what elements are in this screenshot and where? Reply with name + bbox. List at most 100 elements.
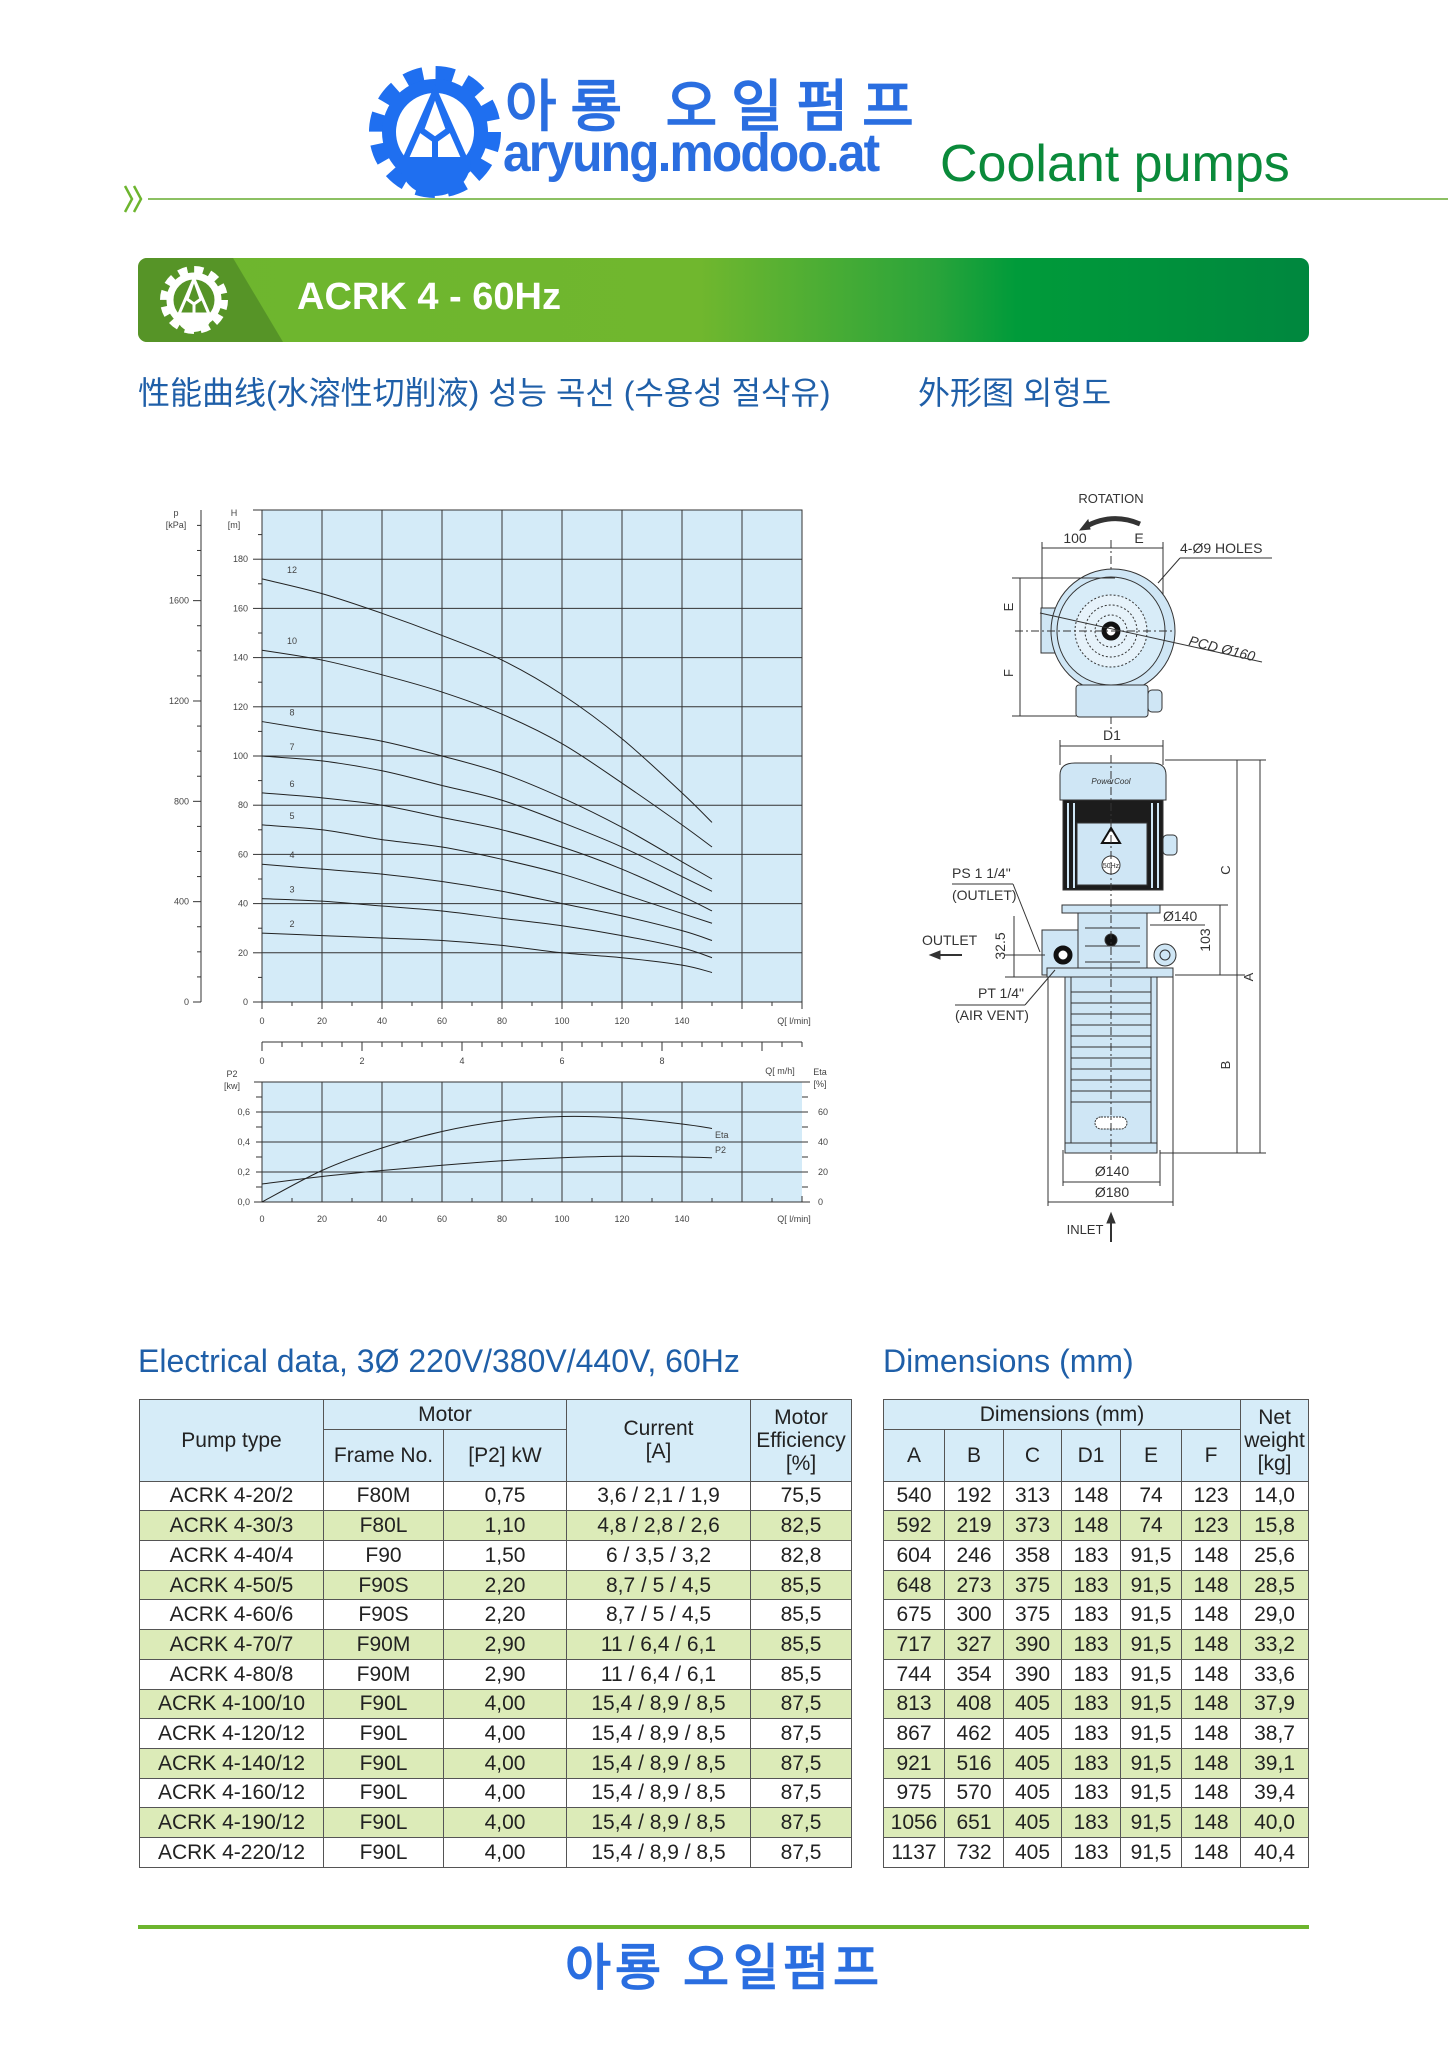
label-ps-outlet: PS 1 1/4" [952, 865, 1011, 881]
curve-label-12: 12 [287, 565, 297, 575]
table-cell: 358 [1003, 1540, 1062, 1571]
table-row: 867 462 405 183 91,5 148 38,7 [883, 1718, 1310, 1749]
table-cell: 273 [944, 1569, 1004, 1601]
eta-tick-label: 20 [818, 1167, 828, 1177]
table-cell: 183 [1061, 1688, 1121, 1720]
table-cell: 148 [1061, 1480, 1121, 1512]
table-cell: ACRK 4-120/12 [139, 1718, 324, 1749]
table-cell: 87,5 [750, 1777, 852, 1809]
table-cell: 4,00 [443, 1777, 567, 1809]
curve-eta [261, 1115, 713, 1203]
header-eff-2: Efficiency [756, 1428, 846, 1452]
header-dim-e: E [1120, 1428, 1182, 1482]
table-cell: 2,20 [443, 1569, 567, 1601]
gear-logo-icon [160, 266, 228, 334]
eta-axis-label: Eta [813, 1067, 827, 1077]
table-cell: 39,4 [1240, 1777, 1310, 1809]
table-cell: 375 [1003, 1569, 1062, 1601]
table-cell: 183 [1061, 1658, 1121, 1690]
section-title-outline: 外形图 외형도 [918, 375, 1112, 411]
table-row: 648 273 375 183 91,5 148 28,5 [883, 1569, 1310, 1601]
q-tick-label: 80 [497, 1214, 507, 1224]
table-cell: 148 [1180, 1658, 1242, 1690]
table-cell: F90L [323, 1747, 444, 1779]
table-cell: 732 [944, 1836, 1004, 1868]
table-cell: 4,00 [443, 1688, 567, 1720]
table-cell: 87,5 [750, 1836, 852, 1868]
table-row: 975 570 405 183 91,5 148 39,4 [883, 1777, 1310, 1809]
pump-curve-10 [261, 649, 713, 848]
table-cell: 74 [1120, 1480, 1182, 1512]
header-divider [148, 198, 1448, 200]
label-100: 100 [1063, 530, 1087, 546]
table-cell: 15,4 / 8,9 / 8,5 [566, 1747, 751, 1779]
section-title-curves: 性能曲线(水溶性切削液) 성능 곡선 (수용성 절삭유) [138, 375, 831, 411]
table-cell: 516 [944, 1747, 1004, 1779]
table-cell: 11 / 6,4 / 6,1 [566, 1629, 751, 1660]
label-e-side: E [1001, 602, 1016, 611]
table-cell: 91,5 [1120, 1807, 1182, 1838]
header-eff-1: Motor [774, 1405, 828, 1429]
table-cell: ACRK 4-70/7 [139, 1629, 324, 1660]
table-cell: 87,5 [750, 1718, 852, 1749]
q-tick-label: 20 [317, 1016, 327, 1026]
m3h-axis-label: Q[ m/h] [765, 1066, 795, 1076]
table-cell: F90S [323, 1599, 444, 1631]
label-b: B [1218, 1061, 1233, 1070]
brand-subtitle: Coolant pumps [940, 135, 1290, 193]
q-tick-label: 0 [259, 1016, 264, 1026]
table-cell: F90L [323, 1718, 444, 1749]
product-banner: ACRK 4 - 60Hz [138, 258, 1309, 342]
table-cell: 1,10 [443, 1510, 567, 1542]
q-tick-label: 40 [377, 1214, 387, 1224]
curve-p2 [261, 1155, 713, 1185]
header-motor: Motor [323, 1399, 567, 1430]
curve-label-eta: Eta [715, 1130, 729, 1140]
curve-label-5: 5 [289, 811, 294, 821]
brand-url: aryung.modoo.at [503, 123, 880, 183]
table-row: 540 192 313 148 74 123 14,0 [883, 1480, 1310, 1512]
table-row: 813 408 405 183 91,5 148 37,9 [883, 1688, 1310, 1720]
table-row: ACRK 4-40/4 F90 1,50 6 / 3,5 / 3,2 82,8 [139, 1540, 852, 1571]
table-cell: 148 [1180, 1777, 1242, 1809]
p2-tick-label: 0,4 [237, 1137, 250, 1147]
table-cell: 246 [944, 1540, 1004, 1571]
table-row: ACRK 4-50/5 F90S 2,20 8,7 / 5 / 4,5 85,5 [139, 1569, 852, 1601]
table-cell: 33,6 [1240, 1658, 1310, 1690]
table-cell: 4,00 [443, 1807, 567, 1838]
table-cell: 405 [1003, 1777, 1062, 1809]
table-cell: 3,6 / 2,1 / 1,9 [566, 1480, 751, 1512]
q-tick-label: 60 [437, 1016, 447, 1026]
double-chevron-icon [123, 185, 143, 213]
table-cell: 462 [944, 1718, 1004, 1749]
table-cell: 183 [1061, 1747, 1121, 1779]
p2-axis-label: P2 [226, 1069, 237, 1079]
table-cell: 604 [883, 1540, 945, 1571]
table-cell: 4,00 [443, 1836, 567, 1868]
p2-tick-label: 0,6 [237, 1107, 250, 1117]
label-dia140-top: Ø140 [1163, 908, 1197, 924]
table-cell: 183 [1061, 1569, 1121, 1601]
table-cell: 975 [883, 1777, 945, 1809]
table-cell: 183 [1061, 1629, 1121, 1660]
q-tick-label: 100 [554, 1016, 569, 1026]
freq-badge: 50Hz [1103, 863, 1120, 870]
curve-label-6: 6 [289, 779, 294, 789]
table-cell: 28,5 [1240, 1569, 1310, 1601]
table-cell: 91,5 [1120, 1629, 1182, 1660]
q-tick-label: 140 [674, 1214, 689, 1224]
table-cell: 373 [1003, 1510, 1062, 1542]
curve-label-10: 10 [287, 636, 297, 646]
header-current: Current [A] [566, 1399, 751, 1482]
table-cell: ACRK 4-40/4 [139, 1540, 324, 1571]
table-cell: 148 [1061, 1510, 1121, 1542]
table-cell: 0,75 [443, 1480, 567, 1512]
table-cell: 75,5 [750, 1480, 852, 1512]
table-cell: 91,5 [1120, 1777, 1182, 1809]
header-w-3: [kg] [1257, 1451, 1292, 1475]
table-cell: 2,90 [443, 1629, 567, 1660]
h-tick-label: 0 [243, 997, 248, 1007]
table-cell: F80L [323, 1510, 444, 1542]
table-cell: 1056 [883, 1807, 945, 1838]
pump-curve-12 [261, 578, 713, 823]
